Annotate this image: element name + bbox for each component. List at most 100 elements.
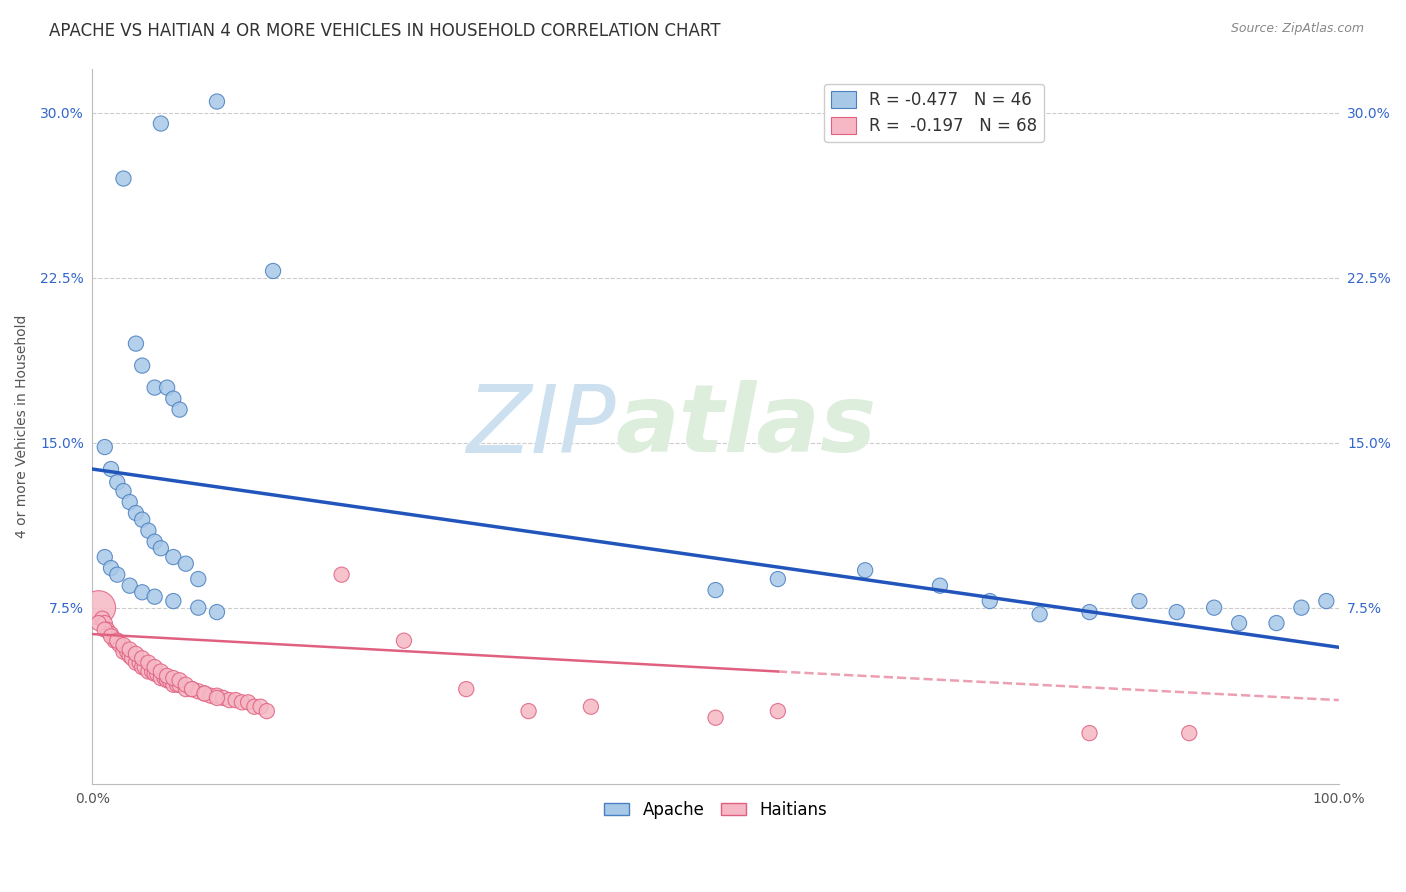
Point [1166,605,1188,619]
Point [162,550,184,565]
Point [1128,594,1150,608]
Point [766,572,789,586]
Point [91,612,114,626]
Point [149,671,172,685]
Point [118,642,141,657]
Point [128,656,150,670]
Point [193,686,215,700]
Point [162,594,184,608]
Point [174,678,197,692]
Point [131,513,153,527]
Point [112,638,135,652]
Point [100,561,122,575]
Point [193,686,215,700]
Point [979,594,1001,608]
Point [131,585,153,599]
Point [766,704,789,718]
Text: ZIP: ZIP [467,381,616,472]
Point [153,671,176,685]
Point [156,673,179,688]
Point [143,534,166,549]
Point [200,689,222,703]
Point [1227,616,1250,631]
Point [162,392,184,406]
Point [704,711,727,725]
Point [100,462,122,476]
Point [125,506,148,520]
Point [169,402,191,417]
Point [1178,726,1201,740]
Point [87,600,110,615]
Point [125,647,148,661]
Point [118,649,141,664]
Point [456,682,478,697]
Legend: Apache, Haitians: Apache, Haitians [598,794,834,825]
Point [205,690,228,705]
Point [125,336,148,351]
Point [94,440,117,454]
Point [105,633,128,648]
Point [141,665,163,679]
Point [121,651,143,665]
Point [169,678,191,692]
Point [138,656,160,670]
Point [166,678,188,692]
Point [105,567,128,582]
Point [105,633,128,648]
Text: APACHE VS HAITIAN 4 OR MORE VEHICLES IN HOUSEHOLD CORRELATION CHART: APACHE VS HAITIAN 4 OR MORE VEHICLES IN … [49,22,721,40]
Point [143,590,166,604]
Point [205,605,228,619]
Point [149,665,172,679]
Point [218,693,240,707]
Point [162,678,184,692]
Point [236,695,259,709]
Point [579,699,602,714]
Point [517,704,540,718]
Point [181,682,204,697]
Point [143,381,166,395]
Point [94,616,117,631]
Point [94,623,117,637]
Point [205,95,228,109]
Point [929,579,952,593]
Point [853,563,876,577]
Point [149,116,172,130]
Point [174,557,197,571]
Point [134,660,156,674]
Point [187,572,209,586]
Point [94,550,117,565]
Point [138,665,160,679]
Point [112,171,135,186]
Point [125,656,148,670]
Point [1078,726,1101,740]
Point [96,623,118,637]
Point [143,666,166,681]
Point [205,689,228,703]
Point [1028,607,1050,622]
Text: atlas: atlas [616,380,877,472]
Point [149,541,172,556]
Point [225,693,247,707]
Point [112,484,135,499]
Point [1315,594,1337,608]
Point [1078,605,1101,619]
Point [112,645,135,659]
Point [131,359,153,373]
Point [118,579,141,593]
Point [87,616,110,631]
Point [169,673,191,688]
Point [330,567,353,582]
Point [243,699,266,714]
Point [131,660,153,674]
Point [100,627,122,641]
Point [159,673,181,688]
Point [231,695,253,709]
Point [156,669,179,683]
Point [392,633,415,648]
Point [249,699,271,714]
Point [1204,600,1226,615]
Point [100,629,122,643]
Point [212,690,235,705]
Point [1291,600,1313,615]
Point [174,682,197,697]
